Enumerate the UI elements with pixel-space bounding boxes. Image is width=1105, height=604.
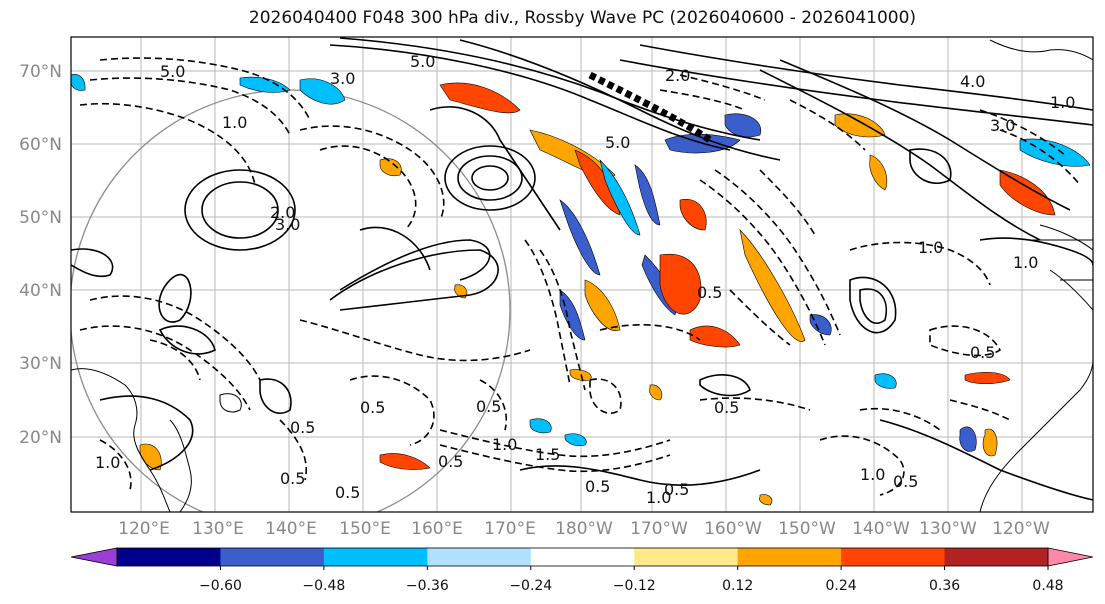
contour-label: 1.0 — [1050, 93, 1075, 112]
lon-tick-label: 170°E — [484, 519, 536, 539]
colorbar-swatch — [323, 548, 428, 566]
contour-label: 1.0 — [918, 238, 943, 257]
lon-tick-label: 150°E — [339, 519, 391, 539]
lat-tick-label: 70°N — [19, 62, 62, 82]
lon-tick-label: 180°W — [555, 519, 613, 539]
lat-tick-label: 30°N — [19, 354, 62, 374]
lon-tick-label: 120°W — [992, 519, 1050, 539]
divergence-fill — [71, 74, 1091, 506]
contour-label: 0.5 — [697, 283, 722, 302]
colorbar-swatch — [944, 548, 1049, 566]
map-title: 2026040400 F048 300 hPa div., Rossby Wav… — [248, 8, 917, 28]
colorbar-swatch — [530, 548, 635, 566]
colorbar-label: 0.48 — [1032, 578, 1063, 594]
colorbar-label: −0.24 — [509, 578, 552, 594]
lon-tick-label: 140°E — [265, 519, 317, 539]
colorbar-label: 0.36 — [929, 578, 960, 594]
lon-tick-label: 140°W — [852, 519, 910, 539]
contour-label: 0.5 — [360, 398, 385, 417]
lat-tick-label: 40°N — [19, 281, 62, 301]
colorbar-under-arrow — [70, 547, 118, 567]
lon-tick-label: 130°E — [192, 519, 244, 539]
contour-label: 1.0 — [492, 435, 517, 454]
lat-tick-label: 20°N — [19, 428, 62, 448]
lon-tick-label: 170°W — [630, 519, 688, 539]
lon-tick-label: 120°E — [118, 519, 170, 539]
contour-label: 0.5 — [280, 469, 305, 488]
solid-contours — [71, 37, 1093, 501]
contour-label: 0.5 — [438, 452, 463, 471]
lat-tick-label: 50°N — [19, 208, 62, 228]
coastlines — [71, 39, 1093, 512]
lon-axis: 120°E 130°E 140°E 150°E 160°E 170°E 180°… — [118, 519, 1050, 539]
contour-label: 1.0 — [222, 113, 247, 132]
contour-label: 5.0 — [160, 62, 185, 81]
contour-label: 5.0 — [605, 133, 630, 152]
lon-tick-label: 130°W — [919, 519, 977, 539]
contour-label: 5.0 — [410, 52, 435, 71]
contour-labels: 5.0 5.0 4.0 3.0 2.0 1.0 3.0 5.0 2.0 1.0 … — [95, 52, 1075, 507]
contour-label: 1.0 — [1013, 253, 1038, 272]
contour-label: 4.0 — [960, 72, 985, 91]
lon-tick-label: 150°W — [778, 519, 836, 539]
contour-label: 3.0 — [330, 69, 355, 88]
contour-label: 1.0 — [95, 453, 120, 472]
lat-tick-label: 60°N — [19, 135, 62, 155]
plot-frame — [70, 36, 1094, 513]
contour-label: 0.5 — [290, 418, 315, 437]
contour-label: 0.5 — [585, 477, 610, 496]
colorbar-swatch — [634, 548, 739, 566]
contour-label: 1.5 — [535, 445, 560, 464]
contour-label: 2.0 — [665, 66, 690, 85]
colorbar-swatch — [220, 548, 325, 566]
trough-line — [588, 71, 712, 143]
colorbar-label: 0.12 — [722, 578, 753, 594]
contour-label: 0.5 — [893, 472, 918, 491]
contour-label: 3.0 — [990, 116, 1015, 135]
colorbar-over-arrow — [1047, 547, 1094, 567]
map-plot-area: 5.0 5.0 4.0 3.0 2.0 1.0 3.0 5.0 2.0 1.0 … — [71, 37, 1093, 512]
colorbar-label: −0.60 — [199, 578, 242, 594]
contour-label: 2.0 — [270, 203, 295, 222]
colorbar-label: −0.36 — [406, 578, 449, 594]
contour-label: 1.0 — [860, 465, 885, 484]
contour-label: 0.5 — [476, 397, 501, 416]
contour-label: 1.0 — [646, 488, 671, 507]
colorbar-swatch — [737, 548, 842, 566]
colorbar-label: 0.24 — [826, 578, 857, 594]
lon-tick-label: 160°W — [704, 519, 762, 539]
colorbar-label: −0.12 — [613, 578, 656, 594]
contour-label: 0.5 — [970, 343, 995, 362]
colorbar-label: −0.48 — [302, 578, 345, 594]
lon-tick-label: 160°E — [411, 519, 463, 539]
contour-label: 3.0 — [275, 215, 300, 234]
contour-label: 0.5 — [714, 398, 739, 417]
dashed-contours — [79, 57, 1081, 496]
colorbar-swatch — [841, 548, 946, 566]
contour-label: 0.5 — [335, 483, 360, 502]
colorbar-swatch — [427, 548, 532, 566]
colorbar-swatch — [117, 548, 221, 566]
contour-label: 0.5 — [664, 480, 689, 499]
lat-axis: 70°N 60°N 50°N 40°N 30°N 20°N — [19, 62, 62, 448]
colorbar: −0.60 −0.48 −0.36 −0.24 −0.12 0.12 0.24 0.36 0.4… — [70, 547, 1094, 594]
